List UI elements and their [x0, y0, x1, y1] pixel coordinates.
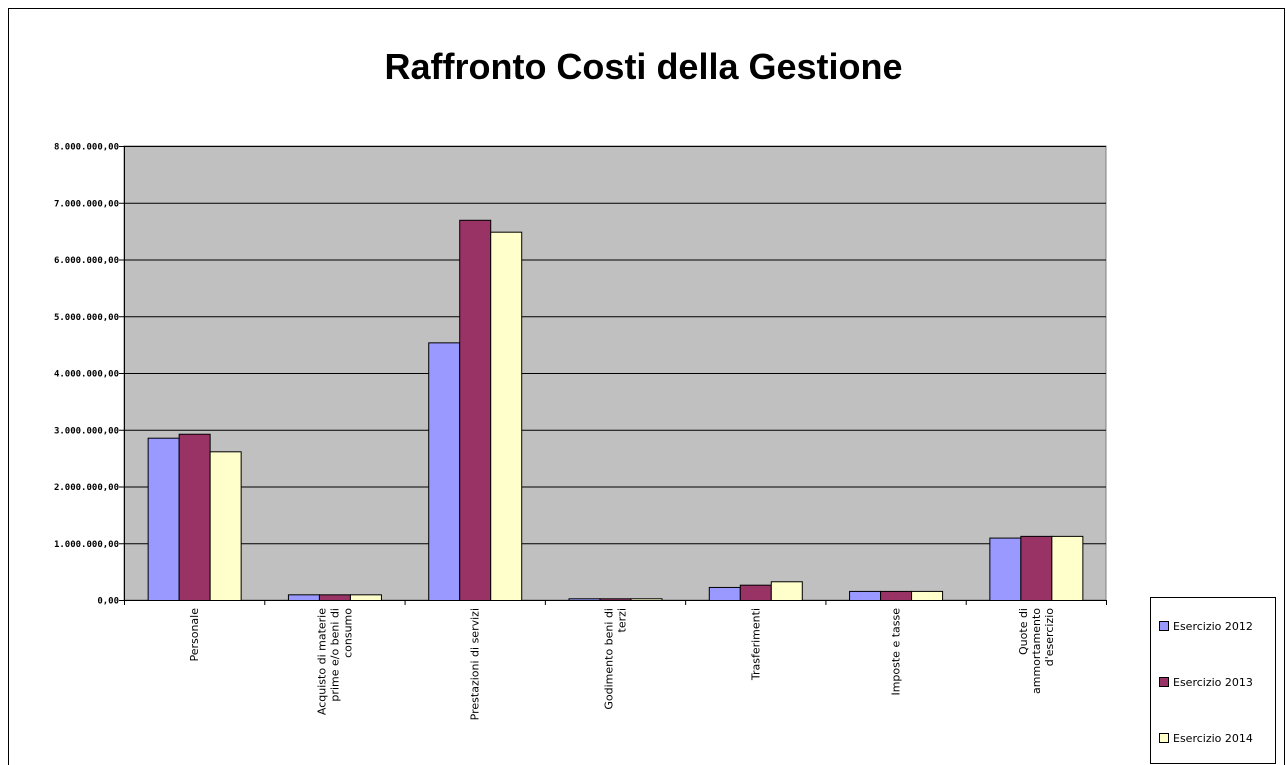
y-tick-label: 4.000.000,00	[54, 370, 119, 380]
bar	[708, 586, 741, 602]
bar	[147, 437, 180, 601]
x-tick-label: Prestazioni di servizi	[469, 608, 482, 720]
x-tick-label: Imposte e tasse	[890, 608, 903, 696]
x-tick-label-line: prime e/o beni di	[328, 608, 341, 702]
bar	[911, 590, 944, 601]
x-axis: Personale Acquisto di materieprime e/o be…	[124, 600, 1107, 720]
x-tick-label-line: Trasferimenti	[749, 608, 762, 681]
bar	[1020, 535, 1053, 601]
legend-item: Esercizio 2014	[1159, 730, 1253, 746]
legend-label: Esercizio 2013	[1173, 675, 1253, 689]
y-tick-label: 7.000.000,00	[54, 199, 119, 209]
x-tick-label-line: Prestazioni di servizi	[469, 608, 482, 720]
y-tick-label: 8.000.000,00	[54, 143, 119, 153]
x-tick-label: Trasferimenti	[749, 608, 762, 681]
x-tick-label-line: terzi	[616, 608, 629, 632]
gridlines	[124, 146, 1106, 545]
x-tick-label: Personale	[188, 608, 201, 662]
legend-item: Esercizio 2013	[1159, 674, 1253, 690]
bar	[428, 342, 461, 601]
legend-swatch	[1159, 621, 1169, 631]
bar	[349, 594, 382, 602]
x-tick-label-line: Acquisto di materie	[315, 608, 328, 715]
x-tick-label: Quote diammortamentod'esercizio	[1017, 608, 1056, 694]
y-tick-label: 1.000.000,00	[54, 540, 119, 550]
chart-title: Raffronto Costi della Gestione	[384, 46, 903, 87]
y-tick-label: 3.000.000,00	[54, 426, 119, 436]
bar	[459, 219, 492, 601]
legend-label: Esercizio 2012	[1173, 619, 1253, 633]
bar	[209, 451, 242, 601]
bar	[178, 433, 211, 601]
bar	[880, 590, 913, 601]
y-tick-label: 5.000.000,00	[54, 313, 119, 323]
bar	[287, 594, 320, 602]
x-tick-label-line: Godimento beni di	[603, 608, 616, 710]
y-tick-label: 6.000.000,00	[54, 256, 119, 266]
bar	[739, 584, 772, 601]
x-tick-label-line: Quote di	[1017, 608, 1030, 655]
legend: Esercizio 2012 Esercizio 2013 Esercizio 20…	[1150, 597, 1276, 764]
x-tick-label-line: Personale	[188, 608, 201, 662]
x-tick-label-line: Imposte e tasse	[890, 608, 903, 696]
bars	[147, 219, 1084, 602]
bar	[318, 594, 351, 602]
bar	[770, 581, 803, 602]
y-axis: 0,00 1.000.000,00 2.000.000,00 3.000.000,00…	[54, 143, 125, 607]
x-tick-label-line: ammortamento	[1030, 608, 1043, 694]
legend-swatch	[1159, 733, 1169, 743]
legend-swatch	[1159, 677, 1169, 687]
x-tick-label-line: d'esercizio	[1043, 608, 1056, 666]
bar	[989, 537, 1022, 602]
x-tick-label: Godimento beni diterzi	[603, 608, 629, 710]
x-tick-label-line: consumo	[341, 608, 354, 658]
bar	[490, 231, 523, 601]
y-tick-label: 2.000.000,00	[54, 483, 119, 493]
bar	[1051, 535, 1084, 601]
legend-label: Esercizio 2014	[1173, 731, 1253, 745]
x-tick-label: Acquisto di materieprime e/o beni dicons…	[315, 608, 354, 715]
y-tick-label: 0,00	[97, 597, 119, 607]
legend-item: Esercizio 2012	[1159, 618, 1253, 634]
bar	[849, 590, 882, 601]
